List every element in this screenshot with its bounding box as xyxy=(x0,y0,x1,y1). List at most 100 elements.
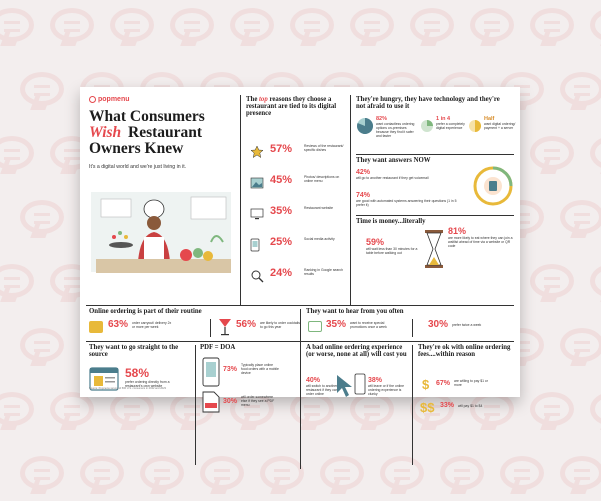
star-icon xyxy=(250,145,264,164)
reason-percent: 57% xyxy=(270,143,293,155)
logo-icon xyxy=(89,96,96,103)
stat-value: 40% xyxy=(306,377,321,384)
top-reasons-heading: The top reasons they choose a restaurant… xyxy=(246,96,337,117)
stat-label: will wait less than 30 minutes for a tab… xyxy=(366,247,418,255)
chat-bubble-icon xyxy=(110,392,154,426)
divider xyxy=(412,319,413,337)
quarter-pie-icon xyxy=(421,120,433,132)
hungry-stat-3: Half want digital ordering/ payment + a … xyxy=(484,116,516,130)
pie-82-icon xyxy=(357,117,374,134)
chat-bubble-icon xyxy=(470,392,514,426)
chat-bubble-icon xyxy=(140,456,184,490)
straight-heading: They want to go straight to the source xyxy=(89,344,179,358)
chat-bubble-icon xyxy=(530,136,574,170)
stat-label: order carryout/ delivery 2x or more per … xyxy=(132,320,172,329)
chat-bubble-icon xyxy=(530,392,574,426)
chat-bubble-icon xyxy=(290,392,334,426)
divider xyxy=(86,341,514,342)
chat-bubble-icon xyxy=(350,8,394,42)
stat-value: 58% xyxy=(125,366,150,380)
infographic-sheet: popmenu What Consumers Wish Restaurant O… xyxy=(80,87,520,469)
stat-label: are likely to order cocktails to go this… xyxy=(260,320,300,329)
phone-icon xyxy=(354,373,366,395)
stat-label: will order somewhere else if they see a … xyxy=(241,395,275,407)
hungry-heading: They're hungry, they have technology and… xyxy=(356,96,500,110)
pdf-heading: PDF = DOA xyxy=(200,344,236,351)
stat-value: 42% xyxy=(356,169,371,176)
stat-value: 59% xyxy=(366,237,385,247)
stat-value: 67% xyxy=(436,379,451,387)
routine-heading: Online ordering is part of their routine xyxy=(89,308,202,315)
stat-label: are willing to pay $1 or more xyxy=(454,379,488,387)
stat-label: will go to another restaurant if they ge… xyxy=(356,176,429,180)
cursor-icon xyxy=(337,375,352,397)
divider xyxy=(350,95,351,305)
stat-value: 30% xyxy=(428,319,449,330)
divider xyxy=(195,345,196,465)
reason-percent: 25% xyxy=(270,236,293,248)
browser-icon xyxy=(89,367,119,391)
time-heading: Time is money...literally xyxy=(356,218,426,225)
chat-bubble-icon xyxy=(350,392,394,426)
reason-label: Ranking in Google search results xyxy=(304,268,344,276)
subtitle: It's a digital world and we're just livi… xyxy=(89,164,187,170)
reason-label: Photos/ descriptions on online menu xyxy=(304,175,340,183)
pdf-stat-1: 73% Typically place online food orders w… xyxy=(223,363,279,375)
hear-stat-right: 30% prefer twice a week xyxy=(428,319,482,330)
stat-label: will pay $1 to $4 xyxy=(458,403,483,408)
half-pie-icon xyxy=(469,120,481,132)
stat-value: 35% xyxy=(326,319,347,330)
divider xyxy=(240,95,241,305)
time-stat-left: 59% will wait less than 30 minutes for a… xyxy=(366,237,421,255)
pdf-stat-2: 30% will order somewhere else if they se… xyxy=(223,395,279,407)
coins-icon xyxy=(89,321,103,333)
routine-stat-right: 56% are likely to order cocktails to go … xyxy=(236,319,302,330)
chat-bubble-icon xyxy=(230,8,274,42)
bad-stat-right: 38% will leave or if the online ordering… xyxy=(368,377,408,396)
chat-bubble-icon xyxy=(590,264,601,298)
cocktail-icon xyxy=(219,319,231,336)
chat-bubble-icon xyxy=(590,136,601,170)
chat-bubble-icon xyxy=(290,8,334,42)
routine-stat-left: 63% order carryout/ delivery 2x or more … xyxy=(108,319,174,330)
stat-value: 56% xyxy=(236,319,257,330)
stat-label: prefer ordering directly from a restaura… xyxy=(125,380,170,388)
stat-value: Half xyxy=(484,116,495,122)
page-title: What Consumers Wish Restaurant Owners Kn… xyxy=(89,109,239,157)
chat-bubble-icon xyxy=(0,264,34,298)
brand-logo: popmenu xyxy=(89,96,130,103)
chat-bubble-icon xyxy=(110,8,154,42)
chat-bubble-icon xyxy=(530,8,574,42)
chat-bubble-icon xyxy=(560,200,601,234)
photo-icon xyxy=(250,176,264,194)
reason-percent: 45% xyxy=(270,174,293,186)
double-dollar-icon: $$ xyxy=(420,400,435,415)
chat-bubble-icon xyxy=(50,8,94,42)
chat-bubble-icon xyxy=(380,456,424,490)
divider xyxy=(300,309,301,469)
chat-bubble-icon xyxy=(560,72,601,106)
monitor-icon xyxy=(250,207,264,225)
megaphone-icon xyxy=(308,321,322,332)
chat-bubble-icon xyxy=(20,72,64,106)
chat-bubble-icon xyxy=(500,456,544,490)
stat-label: want digital ordering/ payment + a serve… xyxy=(484,122,516,130)
title-line-2: Restaurant xyxy=(128,124,203,141)
divider xyxy=(86,305,514,306)
chat-bubble-icon xyxy=(590,392,601,426)
stat-label: are good with automated systems answerin… xyxy=(356,199,457,207)
brand-name: popmenu xyxy=(98,96,130,103)
divider xyxy=(210,319,211,337)
bad-heading: A bad online ordering experience (or wor… xyxy=(306,344,407,358)
chat-bubble-icon xyxy=(320,456,364,490)
divider xyxy=(412,345,413,465)
chat-bubble-icon xyxy=(260,456,304,490)
chat-bubble-icon xyxy=(470,8,514,42)
answers-stat-1: 42% will go to another restaurant if the… xyxy=(356,169,466,180)
reason-percent: 24% xyxy=(270,267,293,279)
answers-heading: They want answers NOW xyxy=(356,157,431,164)
footnote: Source: Popmenu survey of 500 U.S. consu… xyxy=(89,387,166,390)
mobile-phone-icon xyxy=(202,357,220,387)
straight-stat: 58% prefer ordering directly from a rest… xyxy=(125,366,185,388)
chat-bubble-icon xyxy=(560,328,601,362)
